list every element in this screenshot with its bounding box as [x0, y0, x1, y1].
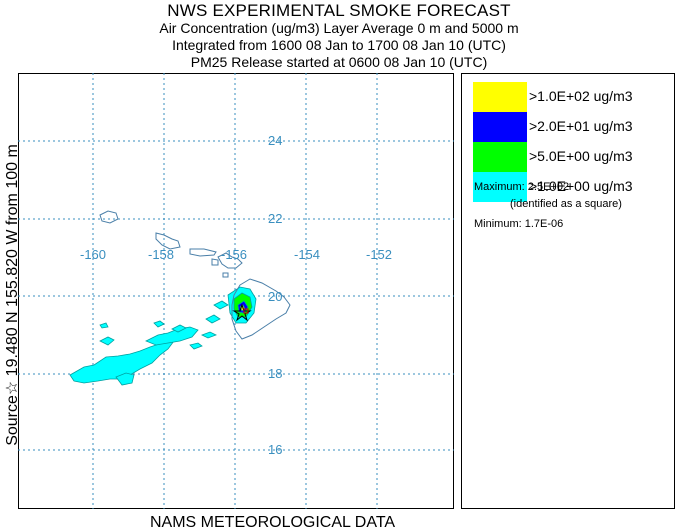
plume-patch-1 [99, 336, 115, 346]
maximum-note: (identified as a square) [510, 198, 622, 210]
integration-period: Integrated from 1600 08 Jan to 1700 08 J… [172, 37, 506, 53]
island-molokai [189, 248, 217, 257]
legend-label: >1.0E+02 ug/m3 [529, 88, 633, 104]
lat-label-18: 18 [268, 366, 282, 381]
island-oahu [155, 232, 181, 250]
latitude-labels: 24 22 20 18 16 [268, 133, 282, 457]
island-kauai [99, 210, 119, 224]
island-maui [217, 252, 243, 269]
legend-swatch-yellow [473, 82, 527, 112]
plume-patch-4 [201, 331, 217, 339]
maximum-value: Maximum: 2.5E+02 [474, 181, 570, 193]
legend-panel [461, 73, 675, 509]
plume-patch-2 [153, 320, 165, 328]
plume-patch-8 [99, 322, 109, 329]
source-marker [232, 303, 252, 322]
coastlines [99, 210, 291, 340]
minimum-value: Minimum: 1.7E-06 [474, 218, 564, 230]
plume-patch-3 [171, 324, 187, 333]
legend-label: >1.0E+00 ug/m3 [529, 178, 633, 194]
legend-label: >5.0E+00 ug/m3 [529, 148, 633, 164]
lat-label-16: 16 [268, 442, 282, 457]
lon-label-156: -156 [221, 247, 247, 262]
smoke-plume [69, 286, 257, 386]
map-panel: -160 -158 -156 -154 -152 24 22 20 18 16 [18, 73, 454, 509]
island-hawaii [231, 278, 291, 340]
lon-label-160: -160 [80, 247, 106, 262]
legend-label: >2.0E+01 ug/m3 [529, 118, 633, 134]
longitude-labels: -160 -158 -156 -154 -152 [80, 247, 392, 262]
legend-swatch-blue [473, 112, 527, 142]
plume-patch-5 [189, 342, 203, 350]
island-kahoolawe [222, 272, 229, 278]
lon-label-154: -154 [294, 247, 320, 262]
map-title: NWS EXPERIMENTAL SMOKE FORECAST [167, 1, 511, 20]
maximum-square-icon [243, 308, 249, 314]
plume-patch-6 [205, 314, 221, 324]
plume-patch-7 [213, 300, 229, 310]
lat-label-22: 22 [268, 211, 282, 226]
concentration-description: Air Concentration (ug/m3) Layer Average … [159, 20, 519, 36]
plume-region-west [69, 338, 175, 384]
plume-region-mid [145, 326, 199, 346]
lon-label-152: -152 [366, 247, 392, 262]
island-lanai [211, 258, 219, 266]
legend-swatch-green [473, 142, 527, 172]
map-frame [18, 73, 454, 509]
lon-label-158: -158 [148, 247, 174, 262]
legend-swatch-cyan [473, 172, 527, 202]
release-start: PM25 Release started at 0600 08 Jan 10 (… [190, 54, 488, 70]
lat-label-24: 24 [268, 133, 282, 148]
plume-region-south [115, 372, 135, 386]
lat-label-20: 20 [268, 289, 282, 304]
data-source-footer: NAMS METEOROLOGICAL DATA [150, 514, 396, 531]
